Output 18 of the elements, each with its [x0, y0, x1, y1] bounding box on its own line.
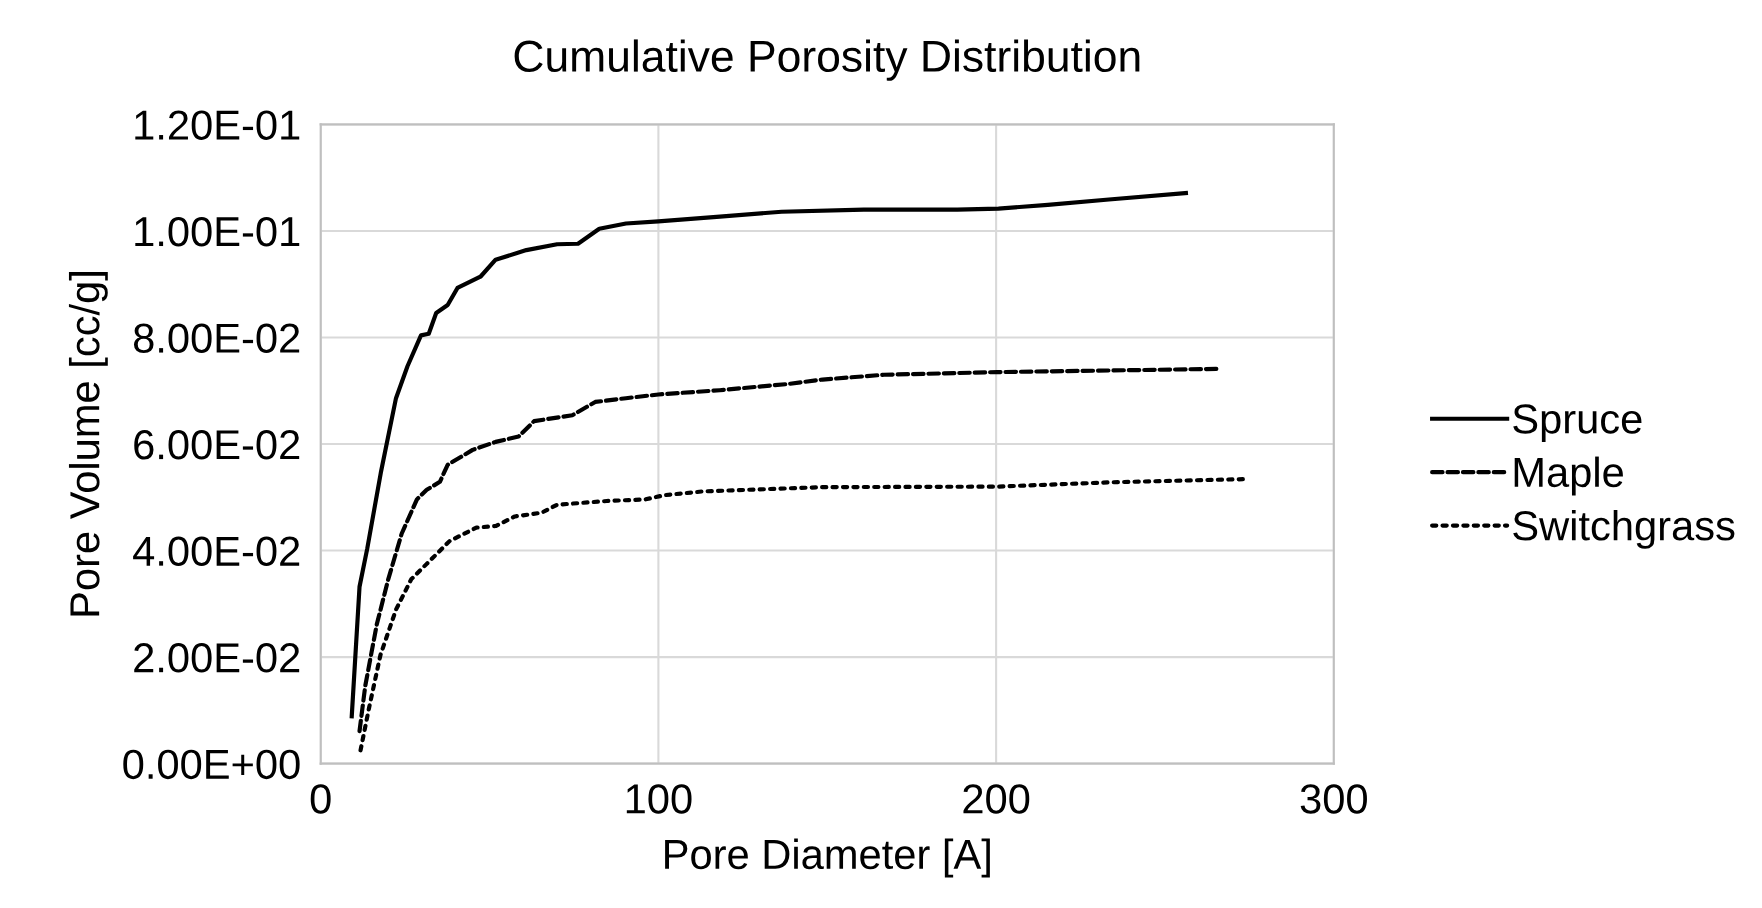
legend-label: Spruce [1513, 404, 1642, 442]
x-tick-label: 300 [1300, 784, 1367, 814]
x-tick-label: 0 [310, 784, 331, 814]
line-series [349, 191, 1188, 719]
x-tick-label: 100 [626, 784, 692, 814]
legend-label: Switchgrass [1513, 509, 1735, 549]
x-axis-title: Pore Diameter [A] [665, 838, 990, 878]
y-axis-title: Pore Volume [cc/g] [68, 272, 108, 616]
y-tick-label: 8.00E-02 [133, 323, 300, 353]
legend-label: Maple [1514, 456, 1623, 496]
x-tick-label: 200 [963, 784, 1030, 814]
y-tick-label: 6.00E-02 [134, 430, 300, 460]
y-tick-label: 4.00E-02 [133, 536, 300, 567]
y-tick-label: 0.00E+00 [123, 749, 300, 780]
y-tick-label: 2.00E-02 [134, 643, 300, 673]
y-tick-label: 1.20E-01 [135, 110, 300, 140]
y-tick-label: 1.00E-01 [135, 216, 300, 247]
chart-title: Cumulative Porosity Distribution [514, 39, 1140, 81]
